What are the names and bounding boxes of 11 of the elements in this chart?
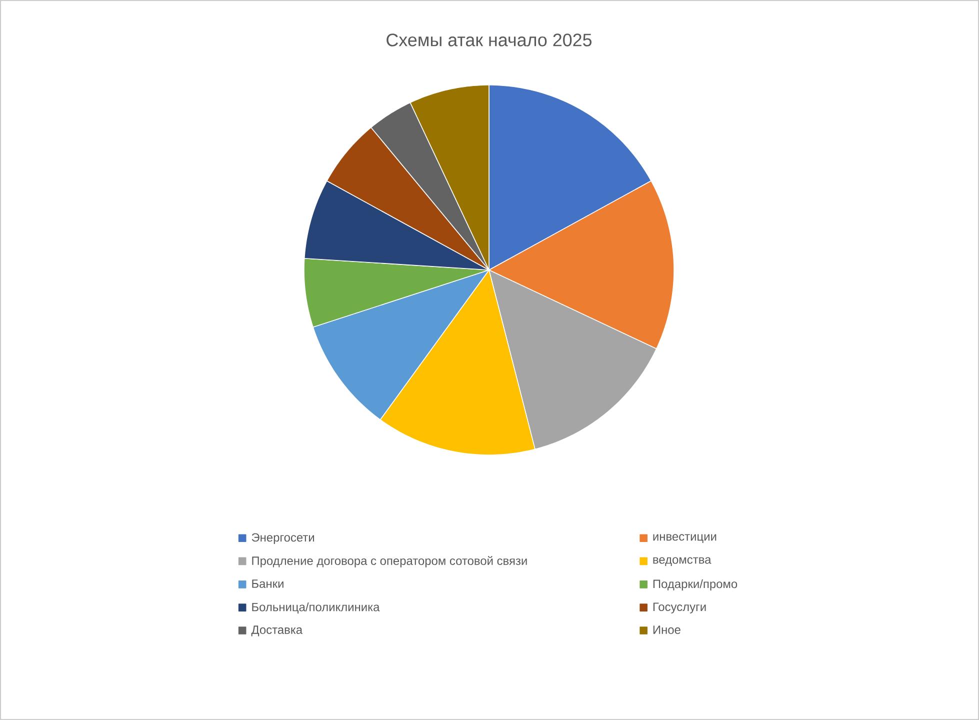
legend-label: Подарки/промо — [653, 579, 738, 591]
legend-label: ведомства — [653, 557, 712, 566]
legend-label: Больница/поликлиника — [252, 602, 380, 614]
legend-label: Продление договора с оператором сотовой связи — [252, 556, 527, 568]
legend-label: Энергосети — [252, 533, 314, 544]
legend-label: Госуслуги — [653, 602, 706, 614]
chart-title: Схемы атак начало 2025 — [386, 34, 592, 46]
legend-label: Доставка — [251, 626, 303, 636]
legend-label: Иное — [653, 626, 680, 634]
legend-label: инвестиции — [653, 534, 716, 543]
legend-label: Банки — [252, 580, 284, 588]
